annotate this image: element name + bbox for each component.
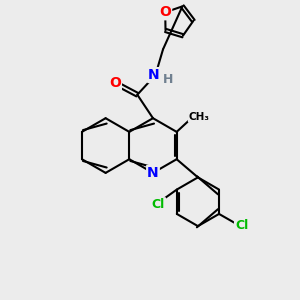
Text: Cl: Cl bbox=[235, 219, 248, 232]
Text: O: O bbox=[159, 5, 171, 19]
Text: N: N bbox=[148, 68, 160, 82]
Text: N: N bbox=[147, 166, 159, 180]
Text: H: H bbox=[163, 73, 173, 86]
Text: CH₃: CH₃ bbox=[189, 112, 210, 122]
Text: O: O bbox=[109, 76, 121, 90]
Text: Cl: Cl bbox=[152, 198, 165, 211]
